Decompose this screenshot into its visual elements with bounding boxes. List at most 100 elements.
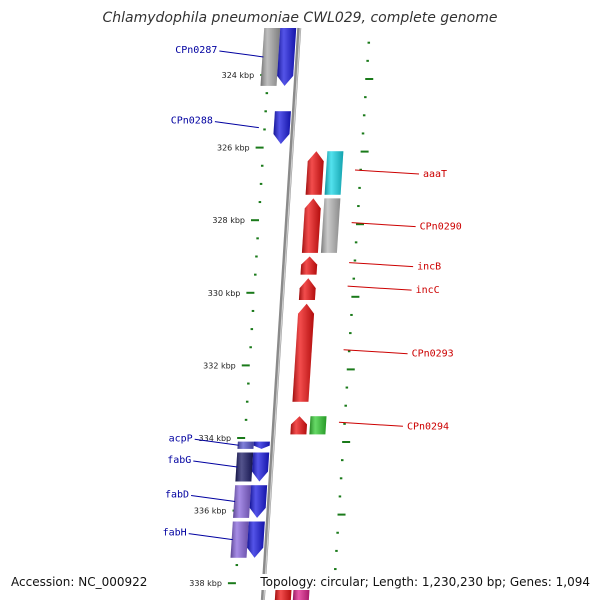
accession-text: Accession: NC_000922 bbox=[9, 574, 150, 590]
scale-tick bbox=[367, 41, 371, 44]
scale-label: 334 kbp bbox=[199, 434, 232, 443]
scale-tick bbox=[345, 386, 349, 389]
gene-aaat-shade bbox=[305, 151, 324, 195]
gene-cpn0293-leader bbox=[343, 349, 408, 355]
gene-incc-shade bbox=[298, 278, 316, 301]
scale-tick bbox=[246, 291, 255, 294]
gene-label-cpn0293[interactable]: CPn0293 bbox=[412, 349, 454, 360]
gene-label-cpn0287[interactable]: CPn0287 bbox=[175, 45, 217, 56]
scale-tick bbox=[247, 382, 250, 385]
gene-incc-leader bbox=[347, 285, 412, 291]
gene-fabh-leader bbox=[188, 533, 233, 541]
scale-tick bbox=[245, 400, 249, 403]
gene-cpn0294-companion-shade bbox=[309, 416, 327, 435]
gene-fabd-leader bbox=[191, 495, 236, 503]
scale-tick bbox=[255, 146, 264, 149]
scale-tick bbox=[350, 313, 353, 316]
scale-tick bbox=[264, 110, 267, 113]
gene-cpn0288-leader bbox=[214, 121, 259, 129]
scale-tick bbox=[337, 513, 346, 516]
scale-tick bbox=[347, 350, 351, 353]
gene-label-acpp[interactable]: acpP bbox=[169, 433, 193, 444]
gene-label-cpn0290[interactable]: CPn0290 bbox=[420, 222, 462, 233]
scale-tick bbox=[349, 332, 352, 335]
gene-label-fabh[interactable]: fabH bbox=[163, 528, 187, 539]
scale-label: 336 kbp bbox=[194, 507, 227, 516]
scale-label: 326 kbp bbox=[217, 144, 250, 153]
gene-fabg-shade bbox=[252, 452, 270, 482]
gene-label-cpn0294[interactable]: CPn0294 bbox=[407, 421, 449, 432]
tick-layer: 324 kbp 326 kbp 328 kbp 330 kbp 332 kbp 334 k… bbox=[189, 37, 374, 589]
scale-tick bbox=[351, 295, 360, 298]
backbone-layer bbox=[260, 27, 302, 600]
scale-tick bbox=[256, 237, 259, 240]
gene-cpn0290-leader bbox=[351, 222, 416, 228]
gene-cpn0294-shade bbox=[290, 416, 308, 435]
scale-tick bbox=[359, 168, 362, 171]
scale-tick bbox=[265, 92, 269, 95]
scale-label: 324 kbp bbox=[222, 71, 255, 80]
gene-label-aaat[interactable]: aaaT bbox=[423, 169, 447, 180]
gene-fabh-companion-shade bbox=[230, 521, 249, 558]
scale-tick bbox=[342, 441, 351, 443]
scale-tick bbox=[263, 128, 266, 131]
gene-fabg-companion-shade bbox=[235, 452, 254, 482]
scale-label: 332 kbp bbox=[203, 361, 236, 370]
scale-tick bbox=[344, 404, 347, 407]
scale-tick bbox=[259, 182, 263, 185]
scale-tick bbox=[260, 164, 264, 167]
gene-cpn0293-shade bbox=[292, 303, 315, 402]
gene-acpp-companion-shade bbox=[237, 441, 254, 449]
scale-tick bbox=[340, 459, 344, 462]
scale-tick bbox=[343, 422, 346, 425]
gene-fabh-shade bbox=[247, 521, 265, 558]
gene-cpn0288-shade bbox=[273, 111, 291, 144]
gene-aaat-companion-shade bbox=[324, 151, 344, 195]
gene-label-incb[interactable]: incB bbox=[417, 262, 441, 273]
gene-label-cpn0288[interactable]: CPn0288 bbox=[171, 116, 213, 127]
scale-tick bbox=[357, 205, 360, 208]
map-title: Chlamydophila pneumoniae CWL029, complet… bbox=[102, 10, 498, 26]
label-layer: CPn0287 CPn0288 aaaT CPn0290 incB incC CPn0293… bbox=[163, 45, 462, 541]
gene-label-fabd[interactable]: fabD bbox=[165, 490, 189, 501]
scale-tick bbox=[250, 328, 254, 331]
scale-tick bbox=[358, 186, 361, 189]
gene-cpn0290-shade bbox=[301, 198, 321, 253]
gene-cpn0287-companion-shade bbox=[260, 28, 281, 86]
scale-tick bbox=[362, 114, 366, 117]
scale-tick bbox=[355, 223, 364, 226]
gene-incb-shade bbox=[300, 256, 318, 275]
scale-label: 338 kbp bbox=[189, 579, 222, 588]
gene-fabd-companion-shade bbox=[233, 485, 252, 518]
gene-cpn0287-leader bbox=[219, 50, 264, 58]
scale-label: 328 kbp bbox=[212, 216, 245, 225]
gene-fabd-shade bbox=[249, 485, 268, 518]
gene-cpn0287-shade bbox=[277, 28, 297, 86]
scale-tick bbox=[365, 78, 374, 80]
genome-backbone bbox=[260, 27, 302, 600]
scale-tick bbox=[227, 582, 236, 585]
gene-label-incc[interactable]: incC bbox=[416, 285, 440, 296]
scale-tick bbox=[361, 132, 365, 135]
scale-tick bbox=[235, 564, 239, 567]
gene-acpp-shade bbox=[253, 441, 270, 449]
scale-tick bbox=[364, 96, 367, 99]
gene-cpn0294-leader bbox=[338, 421, 403, 427]
scale-tick bbox=[338, 495, 342, 498]
scale-tick bbox=[249, 346, 252, 349]
scale-tick bbox=[255, 255, 258, 258]
scale-tick bbox=[250, 219, 259, 222]
gene-aaat-leader bbox=[354, 169, 420, 175]
scale-tick bbox=[335, 549, 338, 552]
scale-tick bbox=[251, 309, 255, 312]
gene-label-fabg[interactable]: fabG bbox=[167, 455, 191, 466]
scale-tick bbox=[258, 201, 262, 204]
scale-tick bbox=[334, 568, 337, 571]
scale-tick bbox=[339, 477, 343, 480]
gene-fabg-leader bbox=[193, 460, 238, 468]
scale-tick bbox=[237, 437, 246, 439]
scale-tick bbox=[366, 59, 369, 62]
scale-tick bbox=[244, 418, 248, 421]
gene-acpp-leader bbox=[194, 438, 239, 446]
scale-label: 330 kbp bbox=[208, 289, 241, 298]
